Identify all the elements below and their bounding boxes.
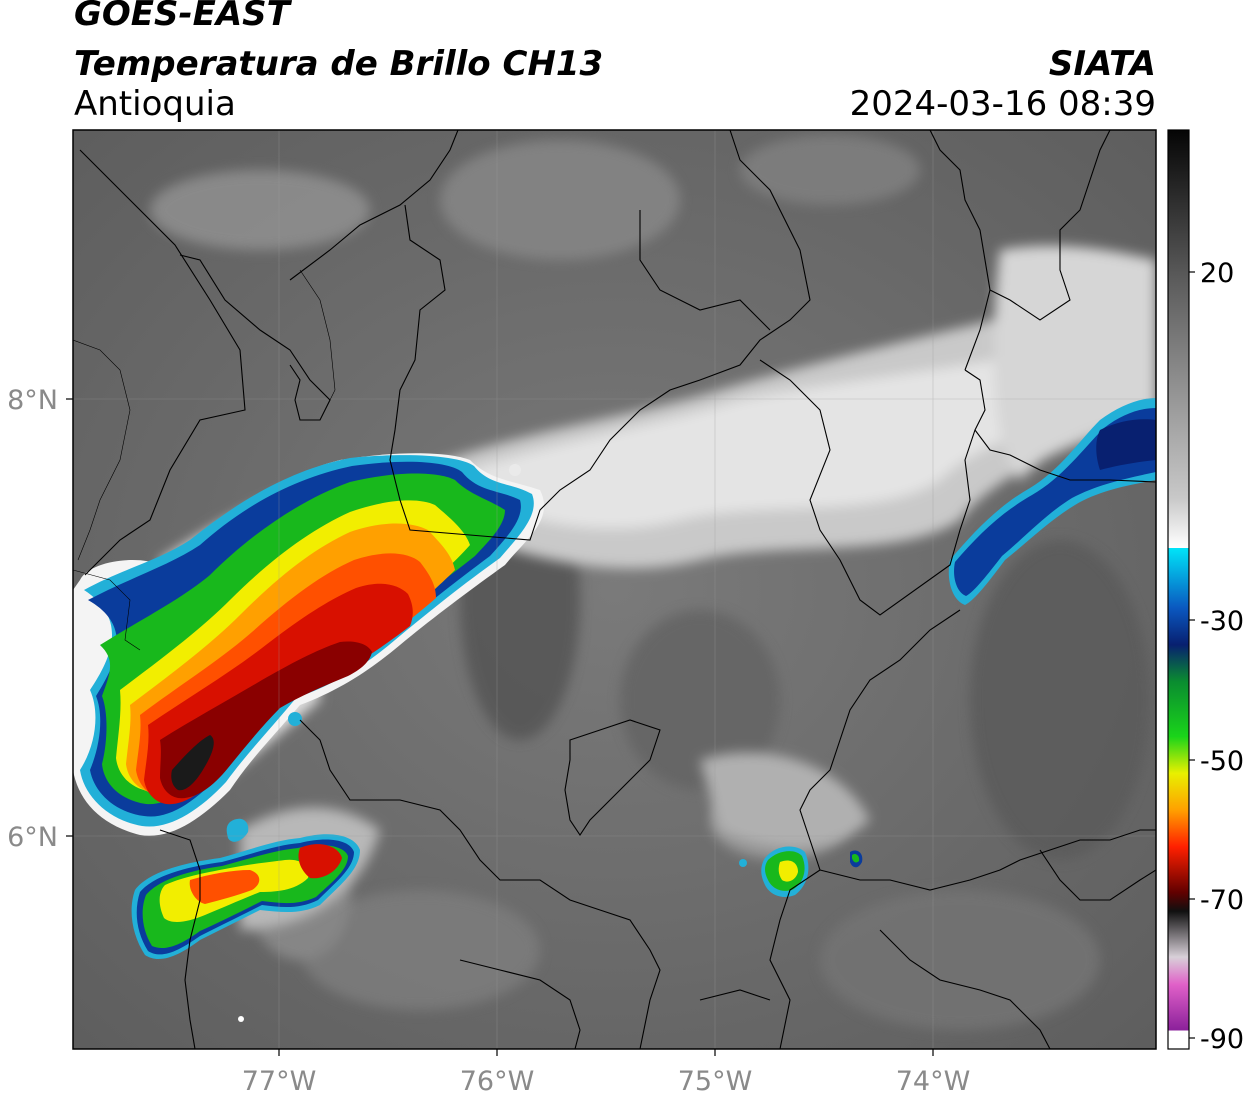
colorbar-tick-20: 20 xyxy=(1200,258,1234,289)
colorbar-tick-neg50: -50 xyxy=(1200,746,1244,777)
datetime-label: 2024-03-16 08:39 xyxy=(849,84,1156,124)
convective-cell-center xyxy=(288,464,863,897)
lat-label-6n: 6°N xyxy=(7,822,58,853)
lon-label-76w: 76°W xyxy=(460,1066,535,1097)
map-frame xyxy=(72,129,1157,1050)
product-title: Temperatura de Brillo CH13 xyxy=(74,44,604,84)
convective-band-northeast xyxy=(948,398,1156,605)
colorbar-tick-neg90: -90 xyxy=(1200,1024,1244,1055)
lon-label-77w: 77°W xyxy=(242,1066,317,1097)
colorbar: 20 -30 -50 -70 -90 xyxy=(1167,129,1244,1055)
region-subtitle: Antioquia xyxy=(74,84,236,124)
agency-label: SIATA xyxy=(1048,44,1156,84)
colorbar-tick-neg30: -30 xyxy=(1200,606,1244,637)
map-field xyxy=(73,130,1156,1049)
colorbar-tick-neg70: -70 xyxy=(1200,885,1244,916)
satellite-title: GOES-EAST xyxy=(74,0,290,34)
graticule xyxy=(73,130,1156,1049)
lon-label-75w: 75°W xyxy=(678,1066,753,1097)
coastline-detail xyxy=(73,269,336,651)
boundary-lines xyxy=(79,130,1156,1049)
convective-system-main xyxy=(73,453,545,836)
lat-label-8n: 8°N xyxy=(7,385,58,416)
lon-label-74w: 74°W xyxy=(896,1066,971,1097)
axis-ticks xyxy=(66,398,934,1056)
